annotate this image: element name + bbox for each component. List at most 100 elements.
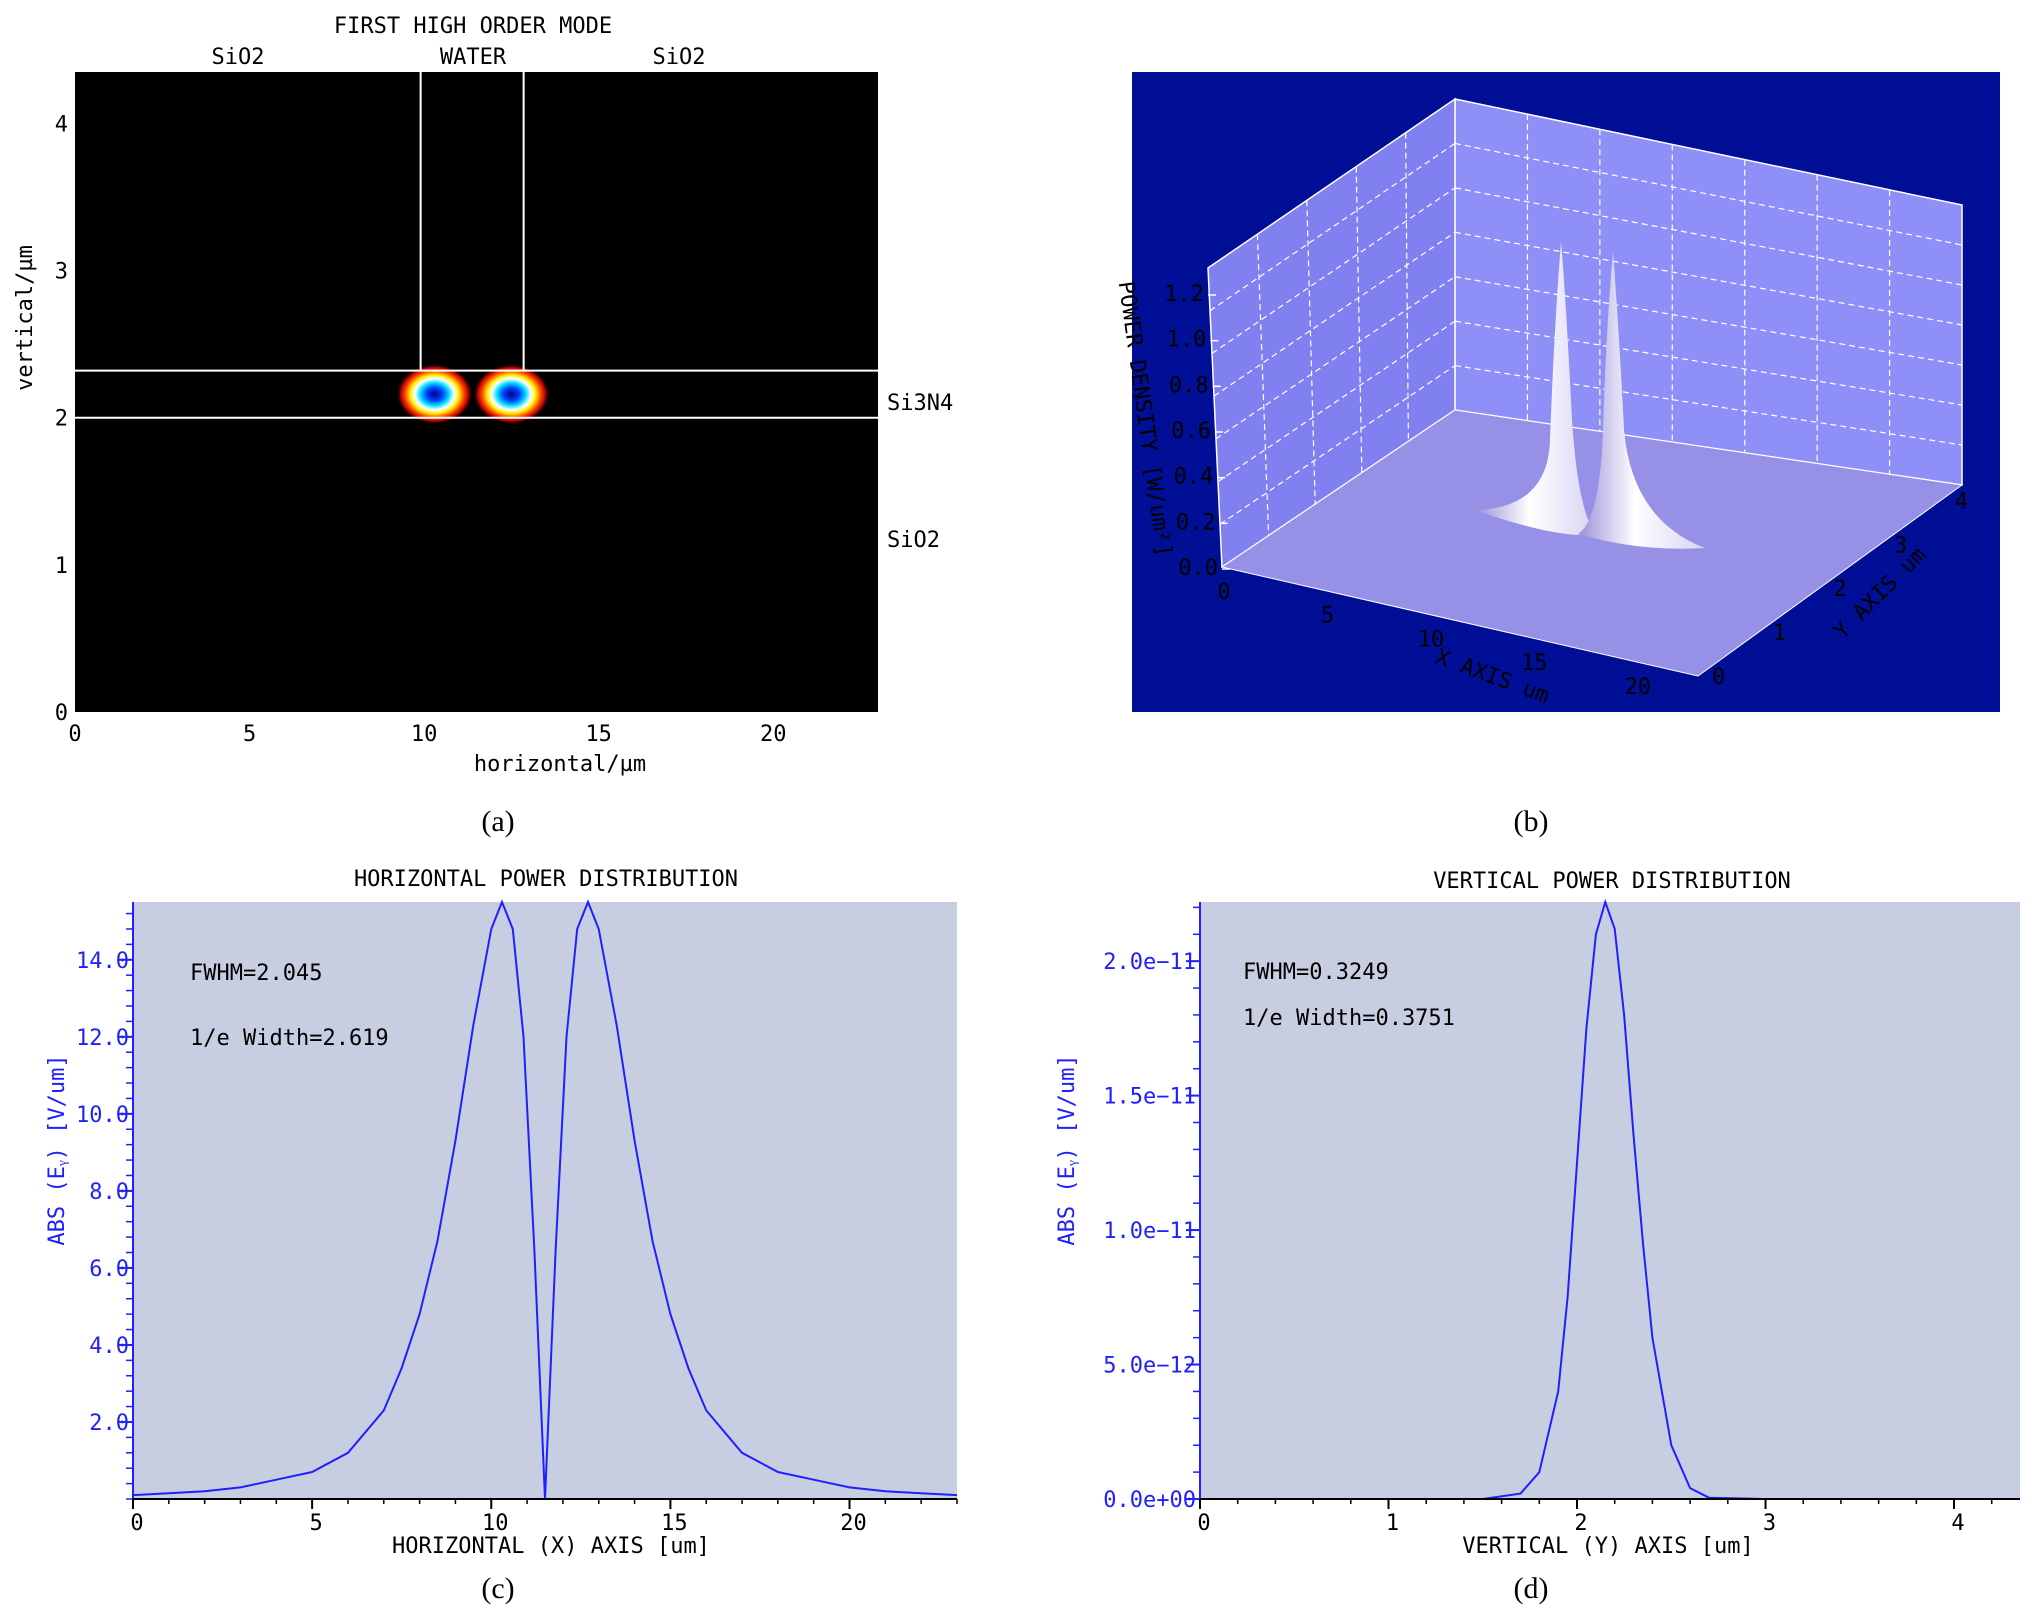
caption-b: (b): [1514, 805, 1549, 838]
waveguide-boundaries: [75, 72, 878, 419]
surface-peak-left: [1475, 242, 1596, 535]
surface-peaks: [1475, 242, 1705, 549]
panel-d-y-tick-label: 0.0e+00: [1103, 1488, 1196, 1513]
panel-d-ylabel: ABS (Eᵧ) [V/um]: [1055, 1054, 1080, 1245]
panel-c-title: HORIZONTAL POWER DISTRIBUTION: [354, 867, 738, 892]
surface-z-tick-label: 0.0: [1178, 556, 1218, 581]
back-wall-horizontal-gridline: [1454, 231, 1963, 326]
panel-c-x-tick-label: 0: [130, 1511, 143, 1536]
surface-ticks: 0.0 0.2 0.4 0.6 0.8 1.0 1.2 0 5 10 15 20 0 1 2 3 4: [1164, 282, 1968, 700]
panel-a-y-tick-label: 4: [55, 112, 68, 137]
panel-d-y-tick-label: 1.5e−11: [1103, 1085, 1196, 1110]
back-wall-horizontal-gridline: [1454, 187, 1963, 286]
left-wall-vertical-gridline: [1306, 200, 1316, 505]
left-wall-vertical-gridline: [1405, 132, 1409, 442]
region-label-sio2-left: SiO2: [212, 45, 265, 70]
caption-c: (c): [481, 1572, 514, 1605]
surface-z-tick-label: 0.2: [1176, 510, 1216, 535]
panel-c-plot-area: [133, 902, 957, 1499]
panel-a-y-tick-label: 0: [55, 701, 68, 726]
panel-d-x-tick-label: 3: [1763, 1511, 1776, 1536]
surface-y-tick-label: 4: [1955, 489, 1968, 514]
surface-floor: [1220, 409, 1964, 677]
panel-c-y-tick-label: 8.0: [89, 1180, 129, 1205]
panel-a-x-tick-label: 20: [760, 722, 787, 747]
panel-c-xlabel: HORIZONTAL (X) AXIS [um]: [392, 1534, 710, 1559]
back-wall-horizontal-gridline: [1454, 320, 1963, 406]
panel-c-ticks: 2.0 4.0 6.0 8.0 10.0 12.0 14.0 0 5 10 15 20: [76, 912, 958, 1536]
panel-d-x-tick-label: 1: [1386, 1511, 1399, 1536]
panel-d-x-tick-label: 2: [1574, 1511, 1587, 1536]
panel-d-x-tick-label: 4: [1951, 1511, 1964, 1536]
panel-a-x-tick-label: 10: [411, 722, 438, 747]
panel-c-y-tick-label: 14.0: [76, 949, 129, 974]
surface-z-tick-label: 1.0: [1167, 328, 1207, 353]
surface-z-tick-label: 1.2: [1164, 282, 1204, 307]
surface-y-tick-label: 2: [1833, 577, 1846, 602]
panel-d-y-tick-label: 1.0e−11: [1103, 1219, 1196, 1244]
panel-c-y-tick-label: 2.0: [89, 1411, 129, 1436]
panel-c-ylabel: ABS (Eᵧ) [V/um]: [45, 1054, 70, 1245]
left-wall-horizontal-gridline: [1211, 187, 1456, 354]
panel-d-y-tick-label: 2.0e−11: [1103, 950, 1196, 975]
surface-y-tick-label: 3: [1894, 533, 1907, 558]
panel-a-y-tick-label: 3: [55, 260, 68, 285]
back-wall-horizontal-gridline: [1454, 142, 1963, 246]
panel-c-y-tick-label: 12.0: [76, 1026, 129, 1051]
panel-c-y-tick-label: 6.0: [89, 1257, 129, 1282]
left-wall-vertical-gridline: [1355, 166, 1363, 473]
panel-a-x-tick-label: 0: [68, 722, 81, 747]
panel-a-ticks: 0 5 10 15 20 0 1 2 3 4: [55, 112, 787, 747]
surface-x-tick-label: 0: [1217, 580, 1230, 605]
surface-gridlines: [1209, 114, 1963, 536]
surface-peak-right: [1578, 252, 1705, 549]
surface-x-tick-label: 15: [1521, 651, 1548, 676]
left-wall-horizontal-gridline: [1219, 365, 1456, 525]
surface-y-tick-label: 1: [1773, 621, 1786, 646]
panel-c-fwhm-annotation: FWHM=2.045: [190, 961, 322, 986]
left-wall-horizontal-gridline: [1215, 276, 1456, 440]
surface-x-tick-label: 10: [1418, 627, 1445, 652]
surface-y-tick-label: 0: [1712, 665, 1725, 690]
panel-d-x-tick-label: 0: [1197, 1511, 1210, 1536]
panel-c-y-tick-label: 10.0: [76, 1103, 129, 1128]
surface-z-tick-label: 0.8: [1169, 373, 1209, 398]
panel-a-ylabel: vertical/µm: [13, 245, 38, 391]
panel-c-x-tick-label: 5: [310, 1511, 323, 1536]
panel-a-y-tick-label: 2: [55, 407, 68, 432]
panel-a-title: FIRST HIGH ORDER MODE: [334, 14, 612, 39]
mode-lobes: [396, 364, 550, 425]
panel-d-width-annotation: 1/e Width=0.3751: [1243, 1006, 1455, 1031]
region-label-water: WATER: [440, 45, 507, 70]
left-wall-horizontal-gridline: [1217, 320, 1456, 483]
left-wall-vertical-gridline: [1256, 234, 1270, 536]
panel-a-x-tick-label: 5: [243, 722, 256, 747]
surface-z-tick-label: 0.4: [1174, 465, 1214, 490]
caption-d: (d): [1514, 1572, 1549, 1605]
surface-x-tick-label: 20: [1625, 675, 1652, 700]
panel-a-xlabel: horizontal/µm: [474, 752, 646, 777]
panel-d-title: VERTICAL POWER DISTRIBUTION: [1433, 869, 1791, 894]
back-wall-horizontal-gridline: [1454, 276, 1963, 366]
vertical-distribution-panel: VERTICAL POWER DISTRIBUTION 0.0e+00 5.0e−…: [1055, 869, 2020, 1559]
panel-d-xlabel: VERTICAL (Y) AXIS [um]: [1462, 1534, 1753, 1559]
caption-a: (a): [481, 805, 514, 838]
surface-z-tick-label: 0.6: [1171, 419, 1211, 444]
region-label-si3n4: Si3N4: [887, 391, 953, 416]
horizontal-distribution-panel: HORIZONTAL POWER DISTRIBUTION 2.0 4.0 6.0 8…: [45, 867, 958, 1559]
mode-lobe-0: [396, 364, 473, 425]
panel-d-y-tick-label: 5.0e−12: [1103, 1354, 1196, 1379]
panel-c-y-tick-label: 4.0: [89, 1334, 129, 1359]
left-wall-horizontal-gridline: [1213, 231, 1456, 397]
back-wall-horizontal-gridline: [1454, 364, 1963, 446]
surface-x-tick-label: 5: [1321, 604, 1334, 629]
panel-c-x-tick-label: 20: [840, 1511, 867, 1536]
panel-a-x-tick-label: 15: [585, 722, 612, 747]
panel-c-width-annotation: 1/e Width=2.619: [190, 1026, 389, 1051]
panel-d-plot-area: [1200, 902, 2020, 1499]
panel-c-x-tick-label: 10: [482, 1511, 509, 1536]
region-label-sio2-lower: SiO2: [887, 528, 940, 553]
region-label-sio2-right: SiO2: [653, 45, 706, 70]
